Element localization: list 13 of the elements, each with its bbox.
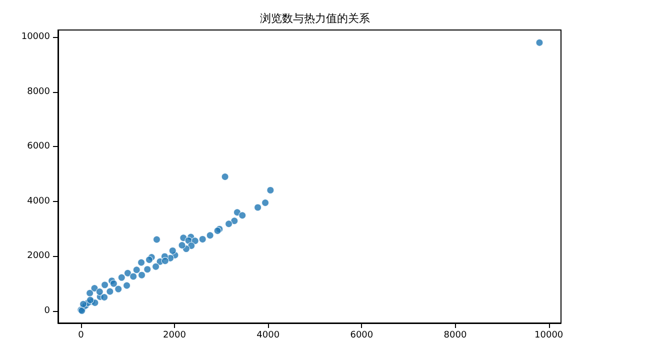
x-tick-label: 2000 <box>163 330 186 340</box>
x-tick-label: 8000 <box>444 330 467 340</box>
x-tick-label: 6000 <box>350 330 374 340</box>
y-tick-label: 8000 <box>27 86 50 97</box>
x-tick-label: 0 <box>78 330 84 340</box>
y-tick-label: 2000 <box>27 251 50 262</box>
y-tick-label: 0 <box>44 306 50 316</box>
x-tick-label: 4000 <box>256 330 280 340</box>
y-tick-label: 6000 <box>27 142 50 152</box>
y-tick-label: 4000 <box>27 196 50 206</box>
chart-title: 浏览数与热力值的关系 <box>260 12 370 25</box>
x-tick-label: 10000 <box>534 330 564 340</box>
y-tick-label: 10000 <box>21 32 50 42</box>
